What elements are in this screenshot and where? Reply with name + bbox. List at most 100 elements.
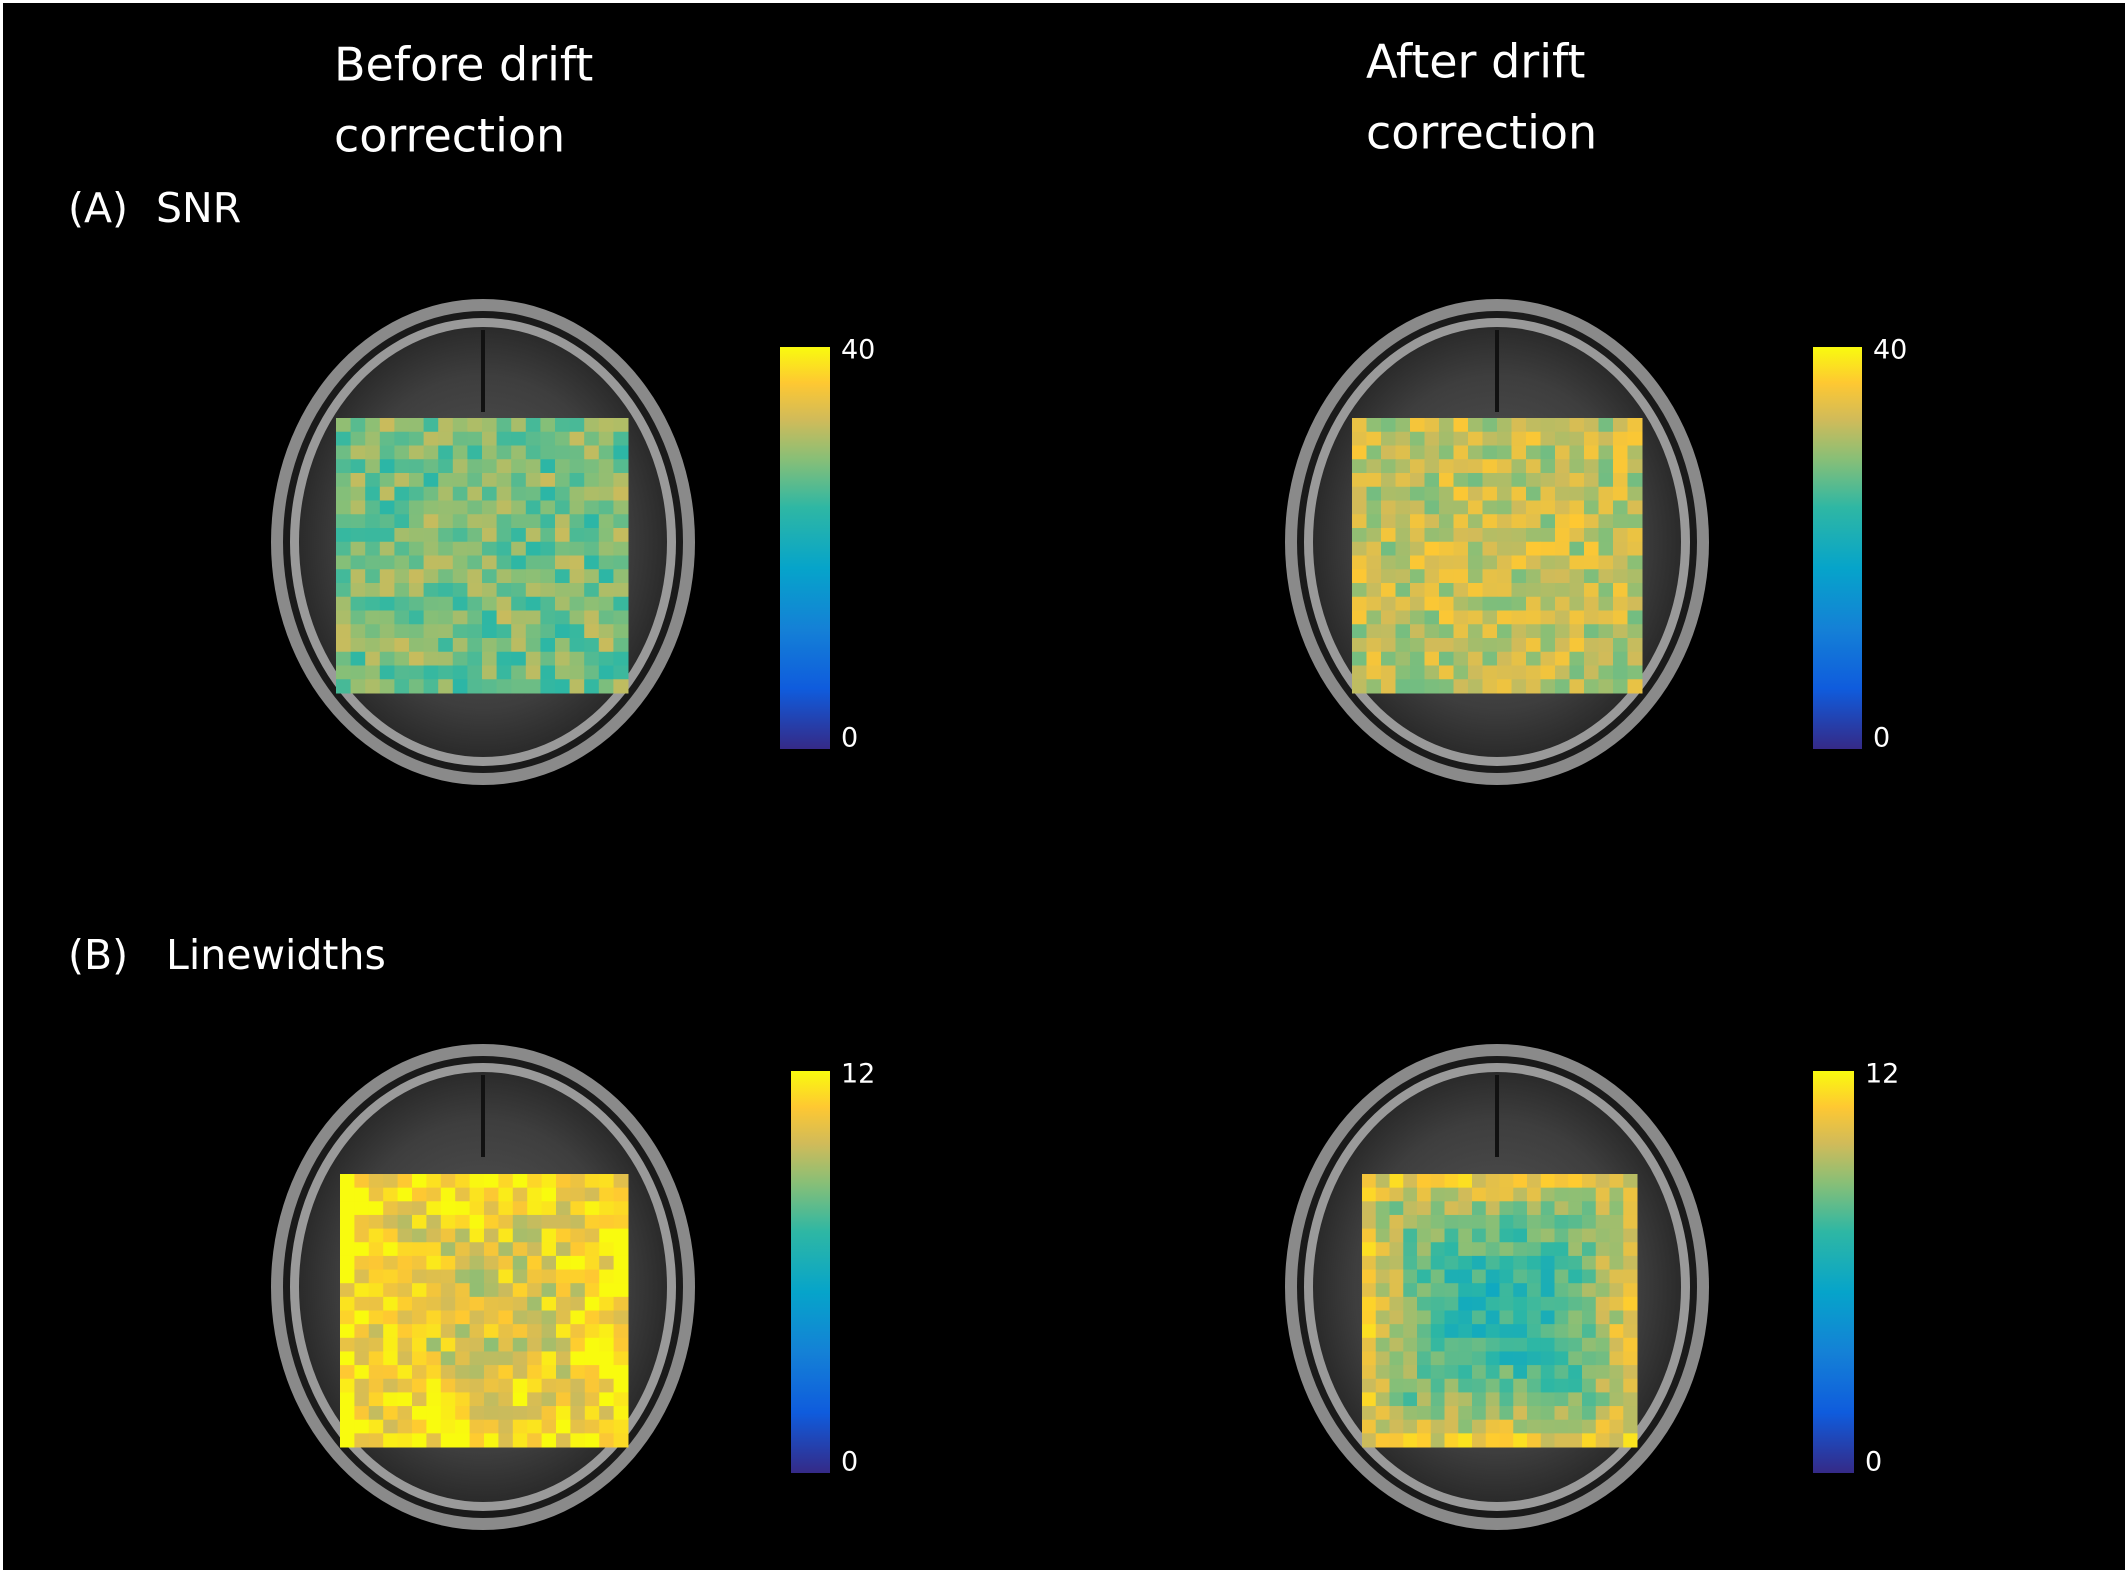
heatmap-cell xyxy=(1366,569,1382,584)
heatmap-cell xyxy=(511,514,527,529)
heatmap-cell xyxy=(584,1201,600,1216)
colorbar xyxy=(1813,1071,1854,1473)
heatmap-cell xyxy=(598,596,614,611)
heatmap-cell xyxy=(379,555,395,570)
heatmap-cell xyxy=(1381,610,1396,625)
heatmap-cell xyxy=(1540,1269,1555,1284)
heatmap-cell xyxy=(1595,1187,1610,1202)
heatmap-cell xyxy=(365,418,381,433)
heatmap-cell xyxy=(397,1296,413,1311)
heatmap-cell xyxy=(496,486,512,501)
heatmap-cell xyxy=(1499,1214,1514,1230)
heatmap-cell xyxy=(423,431,439,446)
heatmap-cell xyxy=(598,583,614,598)
heatmap-cell xyxy=(1569,431,1585,446)
heatmap-cell xyxy=(1453,528,1469,543)
heatmap-cell xyxy=(438,528,454,543)
heatmap-cell xyxy=(511,583,527,598)
heatmap-cell xyxy=(1381,431,1396,446)
heatmap-cell xyxy=(482,555,498,570)
heatmap-cell xyxy=(1472,1324,1487,1339)
heatmap-cell xyxy=(1499,1174,1514,1189)
heatmap-cell xyxy=(1627,583,1643,598)
heatmap-cell xyxy=(1526,569,1541,584)
heatmap-cell xyxy=(1410,638,1425,653)
heatmap-cell xyxy=(350,486,366,501)
heatmap-cell xyxy=(540,624,556,639)
heatmap-cell xyxy=(340,1174,355,1189)
heatmap-cell xyxy=(455,1351,471,1366)
heatmap-cell xyxy=(383,1283,399,1298)
heatmap-cell xyxy=(1511,418,1527,433)
heatmap-cell xyxy=(498,1269,514,1284)
heatmap-cell xyxy=(1458,1378,1473,1393)
heatmap-cell xyxy=(584,1228,600,1243)
heatmap-cell xyxy=(1453,514,1469,529)
heatmap-cell xyxy=(613,555,629,570)
heatmap-cell xyxy=(1453,610,1469,625)
heatmap-cell xyxy=(1554,1351,1569,1366)
heatmap-cell xyxy=(455,1310,471,1325)
heatmap-cell xyxy=(409,445,425,460)
heatmap-cell xyxy=(482,473,498,488)
heatmap-cell xyxy=(598,541,614,556)
heatmap-cell xyxy=(511,445,527,460)
heatmap-cell xyxy=(1627,638,1643,653)
heatmap-cell xyxy=(1352,431,1367,446)
heatmap-cell xyxy=(1375,1392,1390,1407)
heatmap-cell xyxy=(1453,651,1469,666)
heatmap-cell xyxy=(1453,624,1469,639)
heatmap-cell xyxy=(1526,418,1541,433)
heatmap-cell xyxy=(1352,624,1367,639)
heatmap-cell xyxy=(1403,1378,1418,1393)
heatmap-cell xyxy=(496,610,512,625)
heatmap-cell xyxy=(409,596,425,611)
heatmap-cell xyxy=(1540,418,1556,433)
heatmap-cell xyxy=(1444,1201,1459,1216)
heatmap-cell xyxy=(467,665,483,680)
heatmap-cell xyxy=(1595,1201,1610,1216)
heatmap-cell xyxy=(1410,500,1425,515)
heatmap-cell xyxy=(383,1310,399,1325)
heatmap-cell xyxy=(1511,665,1527,680)
heatmap-cell xyxy=(1555,486,1570,501)
heatmap-cell xyxy=(584,1174,600,1189)
heatmap-cell xyxy=(1526,651,1541,666)
heatmap-cell xyxy=(1389,1174,1404,1189)
heatmap-cell xyxy=(368,1324,384,1339)
heatmap-cell xyxy=(1417,1255,1432,1271)
heatmap-cell xyxy=(1410,418,1425,433)
heatmap-cell xyxy=(496,555,512,570)
heatmap-cell xyxy=(397,1337,413,1352)
heatmap-cell xyxy=(1595,1269,1610,1284)
heatmap-cell xyxy=(1584,624,1599,639)
heatmap-cell xyxy=(1381,651,1396,666)
heatmap-cell xyxy=(383,1242,399,1257)
heatmap-cell xyxy=(1485,1378,1500,1393)
heatmap-cell xyxy=(440,1365,456,1380)
heatmap-cell xyxy=(1527,1365,1542,1380)
heatmap-cell xyxy=(423,665,439,680)
heatmap-cell xyxy=(1613,583,1628,598)
heatmap-cell xyxy=(1584,638,1599,653)
heatmap-cell xyxy=(541,1269,557,1284)
heatmap-cell xyxy=(1395,500,1411,515)
heatmap-cell xyxy=(613,651,629,666)
heatmap-cell xyxy=(1627,418,1643,433)
heatmap-cell xyxy=(1458,1392,1473,1407)
heatmap-cell xyxy=(1352,596,1367,611)
heatmap-cell xyxy=(496,596,512,611)
heatmap-cell xyxy=(1485,1406,1500,1421)
heatmap-cell xyxy=(354,1228,370,1243)
heatmap-cell xyxy=(482,569,498,584)
heatmap-cell xyxy=(1362,1392,1377,1407)
heatmap-cell xyxy=(1526,473,1541,488)
heatmap-cell xyxy=(1568,1255,1583,1271)
heatmap-cell xyxy=(584,679,600,694)
heatmap-cell xyxy=(1468,555,1483,570)
heatmap-cell xyxy=(1430,1392,1445,1407)
heatmap-cell xyxy=(556,1214,571,1230)
heatmap-cell xyxy=(1389,1392,1404,1407)
heatmap-cell xyxy=(1472,1283,1487,1298)
heatmap-cell xyxy=(1613,473,1628,488)
